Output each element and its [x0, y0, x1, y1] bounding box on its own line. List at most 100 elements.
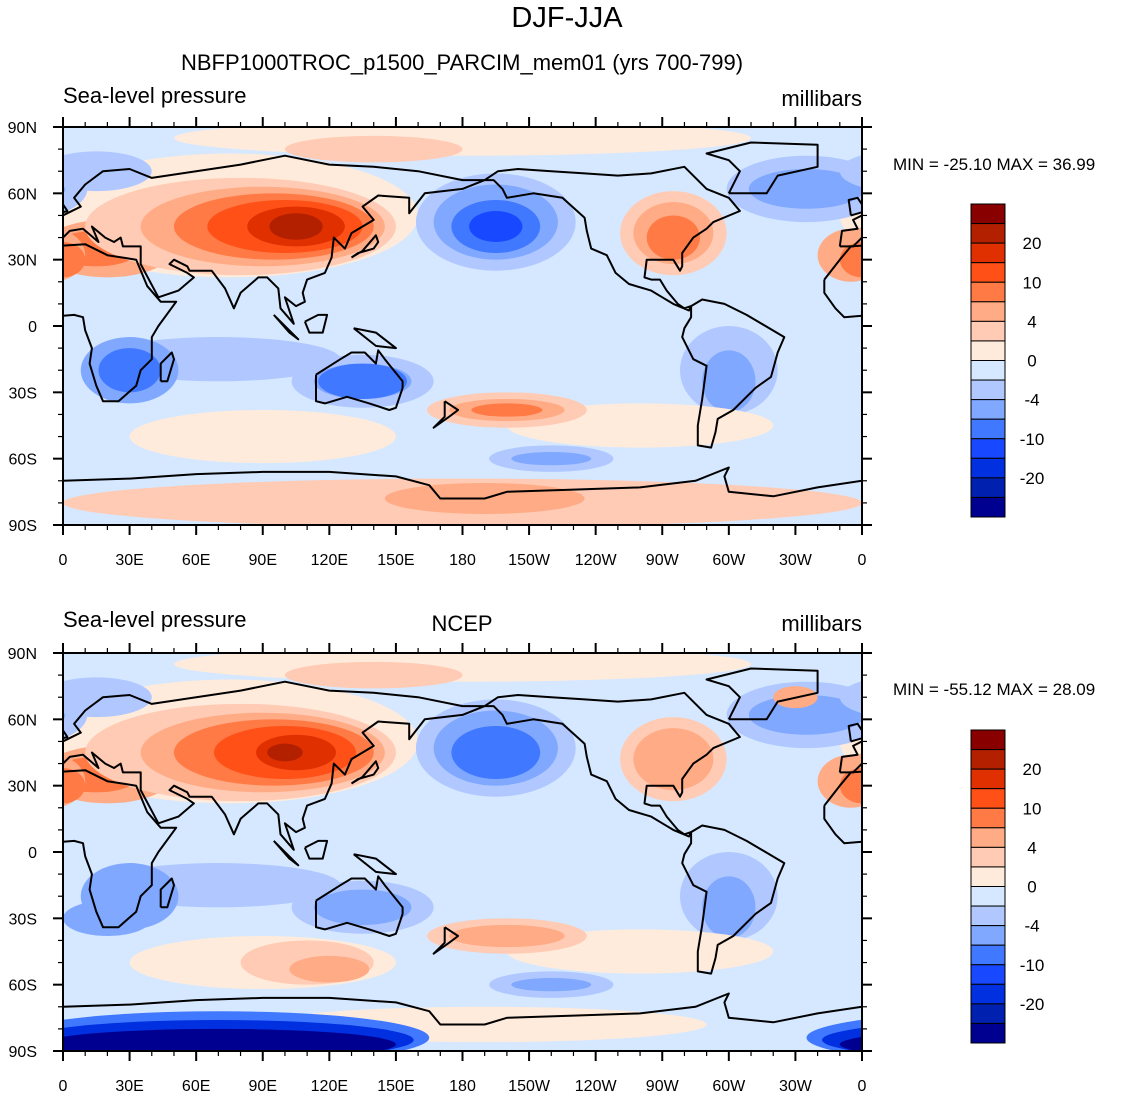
y-tick-label: 0 [28, 845, 37, 862]
contour-region [702, 350, 756, 413]
colorbar-box [970, 866, 1006, 887]
x-tick-label: 60W [712, 552, 746, 569]
contour-region [284, 135, 463, 163]
x-tick-label: 60E [182, 552, 210, 569]
coastline-australia [315, 875, 404, 937]
contour-region [839, 241, 862, 278]
colorbar-box [970, 203, 1006, 225]
contour-region [63, 900, 152, 937]
contour-region [98, 348, 161, 393]
contour-region [862, 901, 951, 936]
coastline-australia [1115, 876, 1128, 936]
contour-region [1113, 890, 1128, 925]
coastline-borneo [1104, 841, 1126, 859]
contour-region [839, 767, 862, 804]
y-tick-label: 90N [8, 120, 37, 137]
colorbar-box [970, 340, 1006, 361]
contour-region [940, 187, 1128, 267]
contour-region [1066, 744, 1102, 762]
x-tick-label: 90W [646, 552, 680, 569]
contour-region [748, 695, 862, 735]
contour-region [1040, 940, 1128, 984]
contour-region [880, 863, 978, 929]
x-tick-label: 0 [858, 1078, 867, 1095]
x-tick-label: 30E [115, 552, 143, 569]
colorbar-box [970, 1022, 1006, 1044]
coastline-eurasia [63, 680, 486, 851]
colorbar-box [970, 320, 1006, 342]
y-tick-label: 60S [9, 978, 37, 995]
colorbar-box [970, 788, 1006, 809]
coastline-newguinea [353, 327, 397, 350]
coastline-namerica [484, 165, 741, 312]
contour-region [0, 686, 19, 708]
contour-region [63, 241, 86, 278]
x-tick-label: 150W [508, 1078, 551, 1095]
colorbar-box [970, 886, 1006, 907]
colorbar-box [970, 983, 1006, 1005]
colorbar-box [970, 223, 1006, 244]
coastline-africa [63, 243, 178, 403]
y-tick-label: 90S [9, 518, 37, 535]
coastline-newguinea [353, 853, 397, 876]
x-tick-label: 0 [59, 1078, 68, 1095]
panel1-units: millibars [781, 86, 862, 111]
colorbar-label: -4 [1024, 917, 1039, 936]
y-tick-label: 90S [9, 1044, 37, 1061]
panel1-left-title: Sea-level pressure [63, 83, 247, 108]
colorbar-box [970, 768, 1006, 790]
colorbar-label: -4 [1024, 391, 1039, 410]
colorbar-box [970, 281, 1006, 303]
contour-region [511, 452, 592, 466]
x-tick-label: 150E [377, 552, 414, 569]
contour-region [973, 120, 1128, 155]
contour-region [940, 713, 1128, 793]
colorbar-box [970, 262, 1006, 283]
colorbar-box [970, 944, 1006, 966]
figure-title: DJF-JJA [511, 2, 623, 34]
contour-region [895, 863, 1128, 907]
colorbar-label: -10 [1020, 430, 1045, 449]
contour-region [129, 410, 396, 464]
coastline-greenland [705, 141, 819, 195]
colorbar-box [970, 360, 1006, 381]
contour-region [646, 215, 700, 260]
coastline-newzealand [432, 400, 460, 429]
coastline-borneo [303, 313, 329, 334]
x-tick-label: 180 [449, 1078, 476, 1095]
coastline-sumatra [1073, 315, 1098, 339]
y-tick-label: 30S [9, 911, 37, 928]
coastline-eurasia [63, 154, 486, 325]
contour-region [884, 704, 1128, 801]
contour-fill [63, 120, 1128, 525]
colorbar-label: 10 [1023, 273, 1042, 292]
x-tick-label: 120E [311, 1078, 348, 1095]
y-tick-label: 30N [8, 779, 37, 796]
contour-region [898, 348, 960, 392]
coastline-madagascar [159, 351, 175, 383]
coastline-madagascar [159, 877, 175, 909]
colorbar-box [970, 925, 1006, 946]
colorbar-label: 10 [1023, 799, 1042, 818]
colorbar-box [970, 846, 1006, 868]
coastline-samerica [681, 298, 786, 449]
y-tick-label: 30S [9, 385, 37, 402]
colorbar-box [970, 905, 1006, 927]
colorbar-2: 20 10 4 0 -4 -10 -20 [970, 729, 1044, 1044]
coastline-samerica [681, 824, 786, 975]
colorbar-box [970, 399, 1006, 420]
contour-region [449, 924, 565, 948]
map-panel-1: 0 30E 60E 90E 120E 150E 180 150W 120W 90W 60W 30W 0 9… [8, 117, 1128, 569]
contour-region [839, 155, 862, 188]
colorbar-label: 20 [1023, 234, 1042, 253]
coastline-australia [315, 349, 404, 411]
map-panel-2: 0 30E 60E 90E 120E 150E 180 150W 120W 90W 60W 30W 0 9… [0, 643, 1128, 1095]
contour-region [1113, 364, 1128, 399]
contour-region [318, 363, 408, 399]
x-tick-label: 90W [646, 1078, 680, 1095]
contour-region [469, 211, 523, 242]
contour-region [63, 767, 86, 804]
contour-region [1088, 956, 1128, 983]
contour-region [850, 236, 862, 261]
